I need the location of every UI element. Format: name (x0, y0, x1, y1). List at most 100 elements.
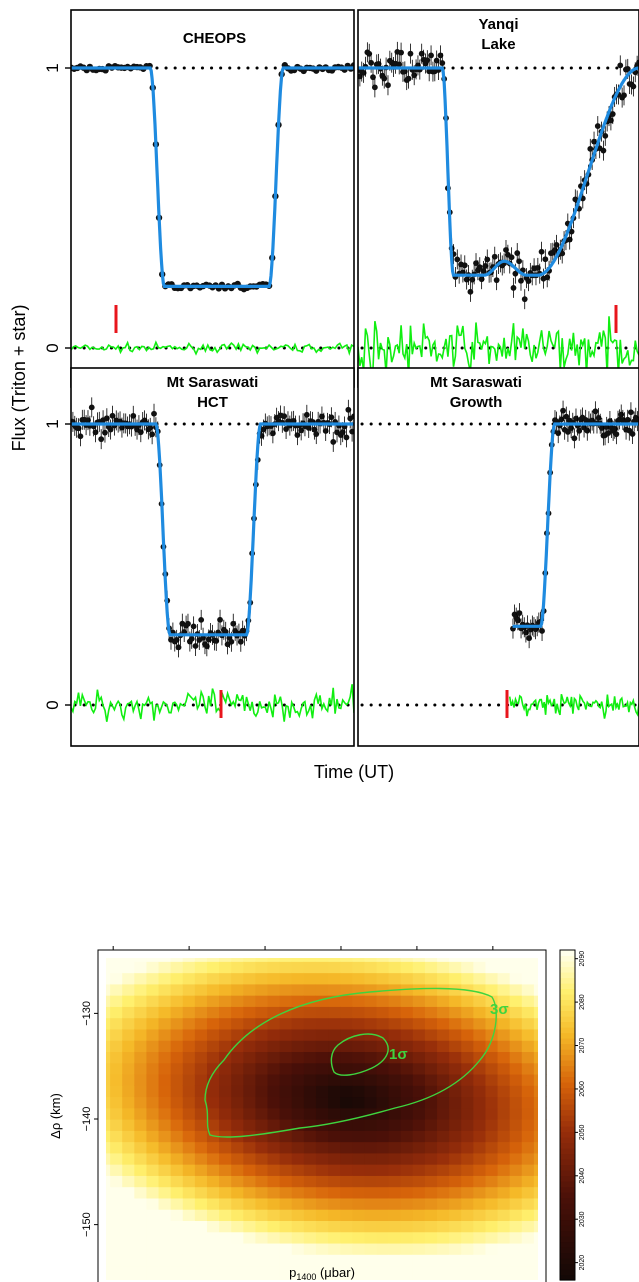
data-point (516, 610, 523, 616)
data-point (555, 430, 562, 437)
data-point (518, 277, 524, 284)
contour-1sigma (330, 1033, 389, 1076)
data-point (322, 428, 329, 434)
colorbar-tick-label: 2090 (579, 951, 586, 967)
colorbar-tick-label: 2080 (579, 994, 586, 1010)
panel-title: CHEOPS (183, 30, 246, 47)
data-point (544, 274, 551, 281)
light-curve-figure: CHEOPS Yanqi Lake Mt Saraswati HCT Mt Saraswa… (9, 9, 639, 782)
data-point (478, 276, 485, 283)
data-point (605, 430, 612, 437)
data-point (88, 404, 95, 411)
contour-label-3sigma: 3σ (490, 1001, 509, 1018)
data-point (560, 407, 566, 414)
data-point (613, 431, 620, 438)
data-point (311, 426, 318, 433)
panel-title: Mt Saraswati Growth (430, 374, 522, 411)
data-point (592, 408, 599, 415)
data-point (587, 145, 594, 152)
data-point (401, 68, 408, 75)
data-point (269, 430, 276, 437)
data-point (482, 263, 489, 269)
colorbar-tick-label: 2060 (579, 1081, 586, 1097)
panel-title: Yanqi Lake (478, 16, 518, 53)
data-point (213, 638, 220, 644)
data-point (484, 256, 491, 263)
ytick-label-0-bottom: 0 (43, 700, 62, 709)
data-point (190, 623, 197, 630)
data-point (591, 138, 597, 145)
data-point (281, 413, 288, 420)
ytick-label-1-top: 1 (43, 63, 62, 72)
data-point (109, 412, 116, 419)
data-point (512, 270, 519, 277)
data-point (294, 432, 301, 439)
data-point (534, 264, 541, 271)
data-point (375, 61, 382, 67)
data-point (566, 236, 573, 243)
data-point (339, 429, 346, 436)
data-point (185, 620, 191, 627)
data-point (521, 296, 528, 303)
data-point (461, 262, 468, 269)
model-line (71, 422, 354, 637)
data-point (283, 426, 289, 432)
panel-frame (357, 367, 639, 747)
data-point (137, 429, 144, 436)
data-point (602, 132, 609, 139)
data-point (103, 415, 110, 422)
colorbar-tick-label: 2040 (579, 1168, 586, 1184)
data-point (568, 425, 575, 431)
data-point (385, 82, 391, 89)
panel-top-left: CHEOPS (70, 9, 355, 388)
heatmap-contours: 1σ 3σ (204, 987, 509, 1138)
data-point (366, 50, 373, 57)
data-point (491, 253, 498, 260)
data-point (371, 84, 378, 91)
data-point (298, 427, 305, 434)
data-point (343, 434, 350, 441)
data-point (368, 59, 375, 66)
data-point (476, 264, 483, 271)
data-point (230, 620, 237, 627)
contour-label-1sigma: 1σ (389, 1046, 408, 1063)
heatmap-axes: 0.911.11.21.31.4−150−140−130 (81, 946, 494, 1237)
data-point (594, 123, 601, 129)
data-point (237, 638, 244, 645)
data-point (75, 425, 82, 432)
residual-line (358, 316, 639, 377)
data-point (584, 427, 591, 434)
data-point (551, 247, 558, 254)
data-point (433, 57, 440, 64)
data-point (418, 50, 425, 57)
panel-frame (70, 367, 355, 747)
data-point (611, 425, 618, 432)
model-line (71, 66, 354, 288)
data-point (516, 258, 523, 265)
data-point (102, 429, 108, 436)
heatmap-cells (98, 950, 547, 1282)
data-point (407, 50, 414, 57)
residual-line (508, 693, 639, 719)
data-point (617, 62, 624, 69)
data-point (175, 644, 182, 651)
data-point (539, 628, 545, 634)
data-point (573, 415, 579, 422)
data-point (571, 435, 578, 442)
data-point (313, 431, 320, 437)
data-point (290, 417, 297, 424)
data-point (398, 49, 404, 56)
data-point (522, 629, 529, 636)
data-point (553, 241, 560, 248)
colorbar-tick-label: 2020 (579, 1255, 586, 1271)
data-point (130, 412, 137, 419)
data-point (514, 617, 521, 624)
panel-top-right: Yanqi Lake (357, 9, 639, 388)
data-point (151, 410, 157, 417)
data-point (345, 406, 352, 413)
data-point (198, 616, 205, 623)
data-point (595, 415, 602, 421)
data-point (98, 436, 105, 443)
data-point (558, 416, 565, 423)
